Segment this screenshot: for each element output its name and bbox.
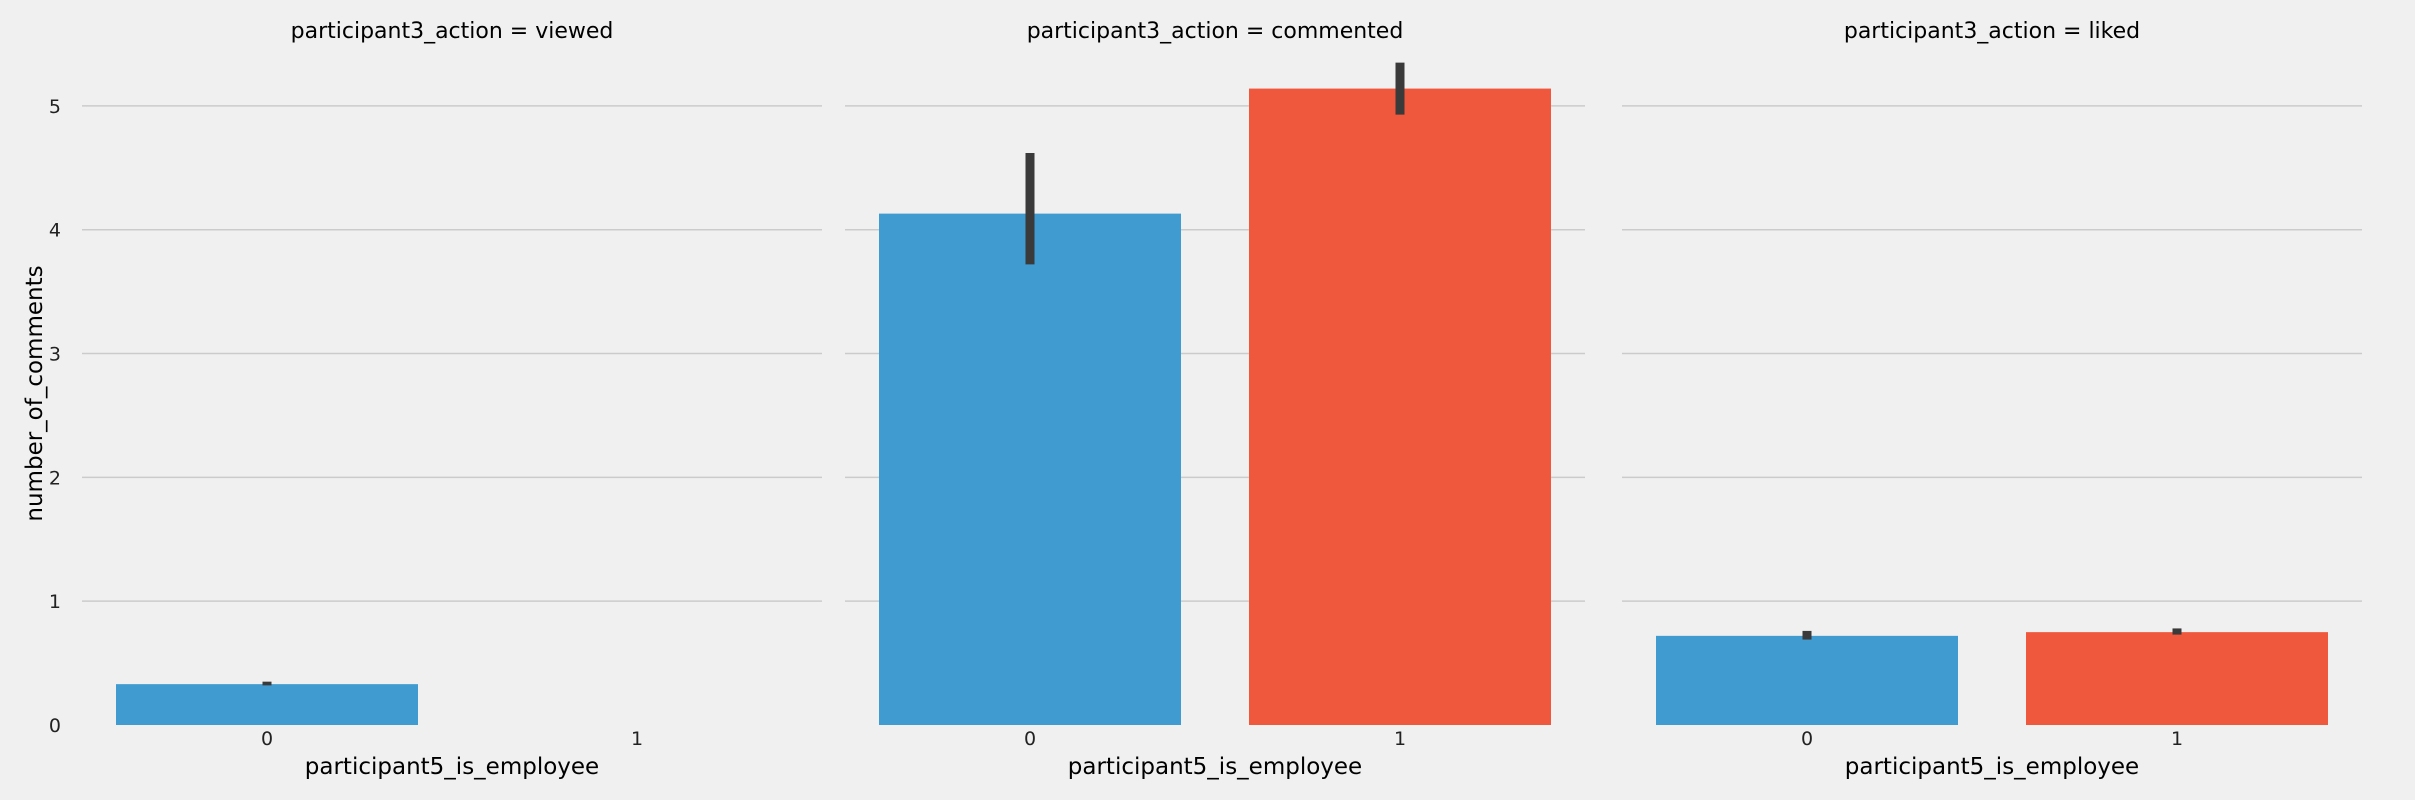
x-axis-label: participant5_is_employee xyxy=(1068,754,1362,780)
bar xyxy=(879,213,1181,725)
x-tick-label: 0 xyxy=(1024,728,1036,750)
bar xyxy=(2026,632,2328,725)
y-tick-label: 1 xyxy=(49,591,61,613)
x-tick-label: 0 xyxy=(1801,728,1813,750)
x-tick-label: 1 xyxy=(631,728,643,750)
bar xyxy=(1656,635,1958,725)
x-tick-label: 1 xyxy=(2171,728,2183,750)
y-tick-label: 5 xyxy=(49,96,61,118)
panel-title: participant3_action = viewed xyxy=(291,19,614,44)
panel-title: participant3_action = liked xyxy=(1844,19,2140,44)
bar xyxy=(116,684,418,725)
y-tick-label: 2 xyxy=(49,467,61,489)
bar xyxy=(1249,88,1551,726)
y-tick-label: 4 xyxy=(49,220,61,242)
x-axis-label: participant5_is_employee xyxy=(1845,754,2139,780)
y-tick-label: 0 xyxy=(49,715,61,737)
x-axis-label: participant5_is_employee xyxy=(305,754,599,780)
x-tick-label: 0 xyxy=(261,728,273,750)
y-axis-label: number_of_comments xyxy=(22,265,48,521)
y-tick-label: 3 xyxy=(49,344,61,366)
x-tick-label: 1 xyxy=(1394,728,1406,750)
panel-title: participant3_action = commented xyxy=(1027,19,1404,44)
